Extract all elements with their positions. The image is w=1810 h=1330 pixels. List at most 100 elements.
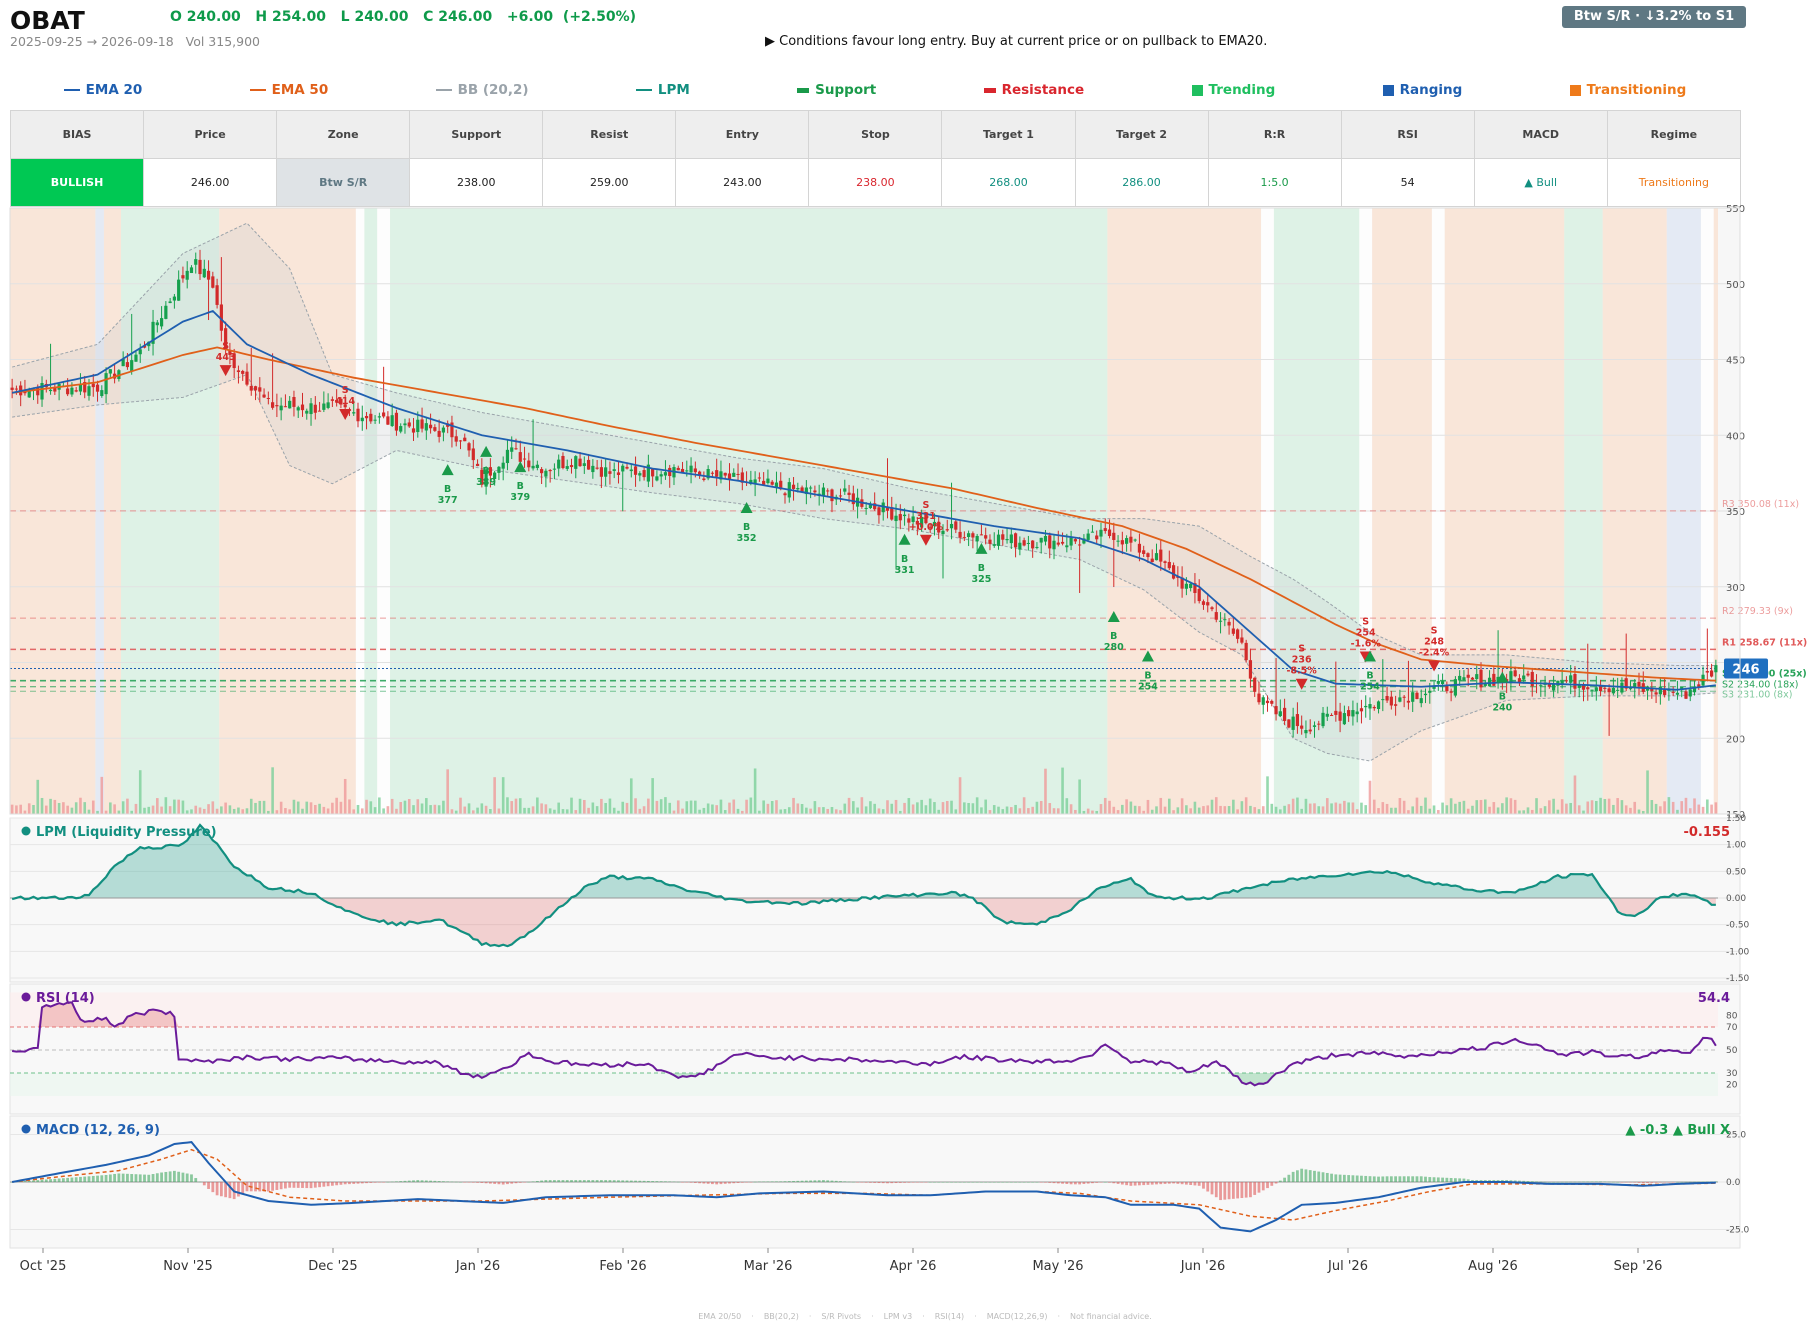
macd-histogram-bar xyxy=(207,1182,210,1189)
volume-bar xyxy=(770,801,774,814)
macd-histogram-bar xyxy=(382,1182,386,1183)
macd-histogram-bar xyxy=(1582,1181,1585,1183)
candle xyxy=(185,261,189,289)
macd-histogram-bar xyxy=(181,1172,185,1182)
rsi-overbought-zone xyxy=(10,992,1718,1027)
volume-bar xyxy=(514,798,518,814)
chart-canvas: 150200250300350400450500550R3 350.08 (11… xyxy=(9,204,1807,1274)
candle xyxy=(599,459,603,489)
volume-bar xyxy=(975,797,979,814)
macd-histogram-bar xyxy=(873,1182,877,1183)
macd-histogram-bar xyxy=(745,1182,748,1183)
candle xyxy=(1317,720,1321,731)
volume-bar xyxy=(390,798,394,814)
candle-body xyxy=(91,383,95,388)
macd-histogram-bar xyxy=(271,1182,275,1191)
volume-bar xyxy=(1300,808,1303,814)
macd-histogram-bar xyxy=(915,1182,919,1183)
candle xyxy=(480,458,484,488)
macd-histogram-bar xyxy=(403,1180,407,1182)
macd-histogram-bar xyxy=(194,1178,198,1182)
volume-bar xyxy=(894,799,898,814)
macd-histogram-bar xyxy=(958,1182,962,1183)
candle-body xyxy=(732,472,736,477)
volume-bar xyxy=(322,806,326,814)
volume-bar xyxy=(1214,797,1218,814)
volume-bar xyxy=(1437,810,1440,814)
volume-bar xyxy=(202,808,206,814)
volume-bar xyxy=(958,777,962,814)
volume-bar xyxy=(1701,806,1705,814)
candle-body xyxy=(911,516,915,522)
volume-bar xyxy=(1236,809,1239,814)
volume-bar xyxy=(1573,775,1577,814)
volume-bar xyxy=(1240,801,1244,814)
candle-body xyxy=(23,391,27,394)
macd-histogram-bar xyxy=(518,1182,522,1183)
candle xyxy=(821,482,826,504)
candle xyxy=(1406,660,1411,710)
signal-label-line: -2.4% xyxy=(1419,648,1450,659)
candle-body xyxy=(949,523,954,529)
buy-signal-label: B 379 xyxy=(510,481,530,503)
candle-body xyxy=(915,520,919,525)
candle xyxy=(228,342,232,365)
candle xyxy=(1278,699,1282,718)
candle-body xyxy=(1278,711,1282,717)
volume-bar xyxy=(1065,798,1069,814)
volume-bar xyxy=(177,799,180,814)
candle xyxy=(151,309,155,356)
candle xyxy=(322,391,326,413)
macd-histogram-bar xyxy=(711,1182,714,1185)
candle xyxy=(1159,540,1163,571)
volume-bar xyxy=(53,799,57,814)
candle-body xyxy=(877,507,881,516)
candle xyxy=(130,313,134,375)
candle-body xyxy=(1240,637,1244,643)
volume-bar xyxy=(792,797,795,814)
volume-bar xyxy=(109,802,112,814)
candle-body xyxy=(394,412,399,431)
legend-item: Transitioning xyxy=(1569,82,1686,98)
candle xyxy=(898,504,902,530)
candle-body xyxy=(1146,553,1150,558)
candle xyxy=(1116,535,1120,547)
date-range-volume: 2025-09-25 → 2026-09-18 Vol 315,900 xyxy=(10,34,260,49)
candle-body xyxy=(181,275,185,279)
candle-body xyxy=(1078,544,1082,546)
volume-bar xyxy=(497,808,501,814)
volume-bar xyxy=(1501,803,1504,814)
candle xyxy=(655,470,659,482)
volume-bar xyxy=(779,809,783,814)
macd-histogram-bar xyxy=(869,1182,872,1183)
macd-histogram-bar xyxy=(1095,1182,1099,1183)
macd-histogram-bar xyxy=(753,1181,757,1183)
candle xyxy=(467,441,471,457)
signal-label-line: S xyxy=(1431,626,1438,637)
candle-body xyxy=(1060,541,1065,544)
candle-body xyxy=(1394,704,1398,706)
candle xyxy=(1475,665,1479,690)
candle xyxy=(638,471,642,482)
column-header: Resist xyxy=(542,110,677,159)
macd-histogram-bar xyxy=(348,1182,351,1185)
macd-histogram-bar xyxy=(860,1182,864,1183)
macd-histogram-bar xyxy=(668,1181,672,1182)
candle xyxy=(1709,663,1714,678)
candle xyxy=(1129,529,1133,552)
volume-bar xyxy=(1099,804,1103,814)
macd-histogram-bar xyxy=(1364,1175,1368,1182)
macd-histogram-bar xyxy=(79,1176,82,1182)
candle xyxy=(1039,537,1043,554)
candle xyxy=(1654,688,1658,704)
candle xyxy=(1073,537,1077,545)
candle xyxy=(271,353,275,410)
candle xyxy=(164,301,168,320)
macd-histogram-bar xyxy=(1360,1175,1363,1182)
macd-tick-label: 25.0 xyxy=(1726,1131,1746,1141)
volume-bar xyxy=(638,808,642,814)
macd-histogram-bar xyxy=(1069,1182,1073,1185)
macd-histogram-bar xyxy=(659,1181,663,1182)
candle-body xyxy=(356,408,360,422)
candle-body xyxy=(527,460,531,468)
